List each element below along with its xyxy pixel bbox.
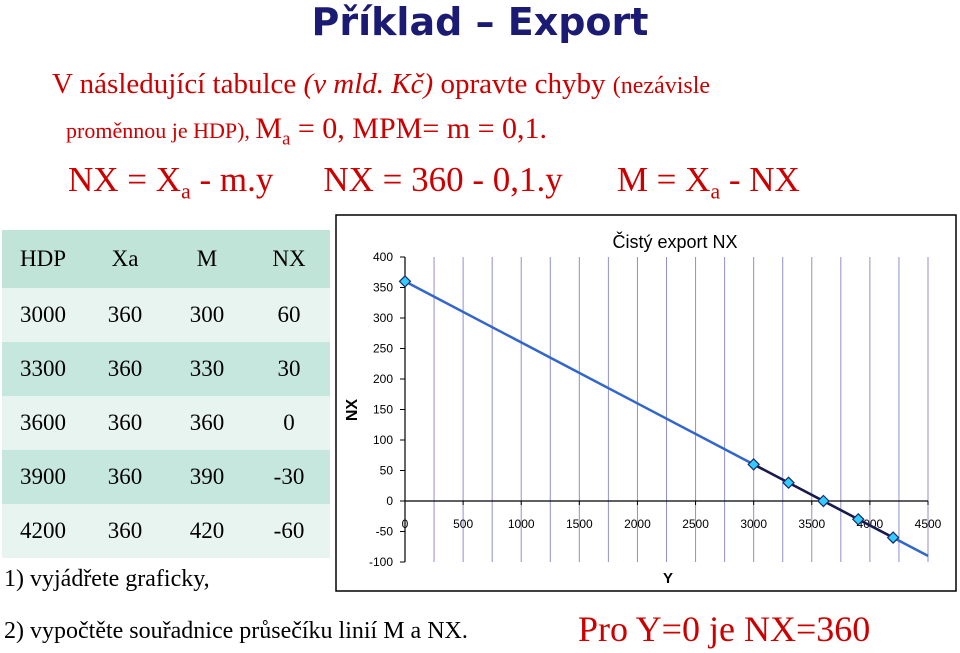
m-symbol: M: [255, 112, 283, 145]
formula-1-pre: NX = X: [68, 160, 182, 199]
y-tick-label: 300: [373, 311, 393, 325]
data-point-marker: [851, 512, 865, 526]
y-tick-label: 400: [373, 250, 393, 264]
x-tick-label: 1500: [566, 517, 593, 531]
data-point-marker: [782, 476, 795, 490]
table-cell: 4200: [2, 504, 84, 558]
formula-3-pre: M = X: [616, 160, 711, 199]
y-tick-label: 350: [373, 281, 393, 295]
table-cell: -60: [248, 504, 330, 558]
table-cell: 360: [84, 396, 166, 450]
x-tick-label: 3500: [798, 517, 825, 531]
formula-3-sub: a: [710, 179, 721, 204]
x-tick-label: 1000: [508, 517, 535, 531]
table-row: 3000 360 300 60: [2, 288, 330, 342]
table-row: 3900 360 390 -30: [2, 450, 330, 504]
table-cell: 330: [166, 342, 248, 396]
table-header-cell: NX: [248, 230, 330, 288]
y-tick-label: -100: [369, 555, 393, 569]
table-cell: 3300: [2, 342, 84, 396]
formula-1-post: - m.y: [190, 160, 274, 199]
y-axis-title: NX: [344, 399, 361, 422]
formula-3-post: - NX: [720, 160, 800, 199]
table-cell: 3600: [2, 396, 84, 450]
x-axis-title: Y: [663, 570, 673, 587]
table-cell: 360: [84, 504, 166, 558]
chart-title: Čistý export NX: [612, 231, 737, 252]
intro-line2-rest: = 0, MPM= m = 0,1.: [290, 112, 548, 145]
intro-text-1: V následující tabulce: [52, 68, 304, 100]
y-tick-label: 0: [386, 494, 393, 508]
table-cell: 0: [248, 396, 330, 450]
intro-line-2: proměnnou je HDP), Ma = 0, MPM= m = 0,1.: [66, 112, 548, 148]
chart-grid: [433, 257, 929, 562]
y-tick-label: -50: [376, 525, 394, 539]
intro-line2-text: proměnnou je HDP),: [66, 118, 256, 143]
y-tick-label: 250: [373, 342, 393, 356]
x-tick-label: 500: [453, 517, 473, 531]
table-cell: 360: [166, 396, 248, 450]
table-cell: 390: [166, 450, 248, 504]
formula-line: NX = Xa - m.y NX = 360 - 0,1.y M = Xa - NX: [68, 160, 800, 202]
x-tick-label: 3000: [740, 517, 767, 531]
table-cell: 360: [84, 450, 166, 504]
intro-text-3: opravte chyby: [433, 68, 613, 100]
intro-text-4: (nezávisle: [612, 73, 711, 99]
data-point-marker: [398, 275, 412, 288]
x-tick-label: 2500: [682, 517, 709, 531]
x-tick-label: 2000: [624, 517, 651, 531]
intro-units: (v mld. Kč): [303, 68, 434, 100]
chart-frame: [335, 214, 957, 592]
table-cell: 360: [84, 342, 166, 396]
table-cell: 30: [248, 342, 330, 396]
task-1: 1) vyjádřete graficky,: [4, 566, 210, 592]
task-2: 2) vypočtěte souřadnice průsečíku linií …: [4, 618, 468, 644]
table-header-cell: M: [166, 230, 248, 288]
y-tick-label: 200: [373, 372, 393, 386]
data-point-marker: [886, 531, 900, 544]
data-point-marker: [747, 458, 761, 471]
page-title: Příklad – Export: [311, 0, 649, 44]
table-cell: -30: [248, 450, 330, 504]
table-row: 4200 360 420 -60: [2, 504, 330, 558]
table-cell: 3000: [2, 288, 84, 342]
data-point-marker: [817, 494, 830, 508]
y-tick-label: 50: [380, 464, 394, 478]
table-cell: 60: [248, 288, 330, 342]
table-cell: 420: [166, 504, 248, 558]
table-row: 3300 360 330 30: [2, 342, 330, 396]
table-header-cell: HDP: [2, 230, 84, 288]
data-table: HDP Xa M NX 3000 360 300 60 3300 360 330…: [2, 230, 330, 558]
table-header-cell: Xa: [84, 230, 166, 288]
table-cell: 360: [84, 288, 166, 342]
y-tick-label: 150: [373, 403, 393, 417]
intro-line-1: V následující tabulce (v mld. Kč) opravt…: [52, 68, 710, 101]
x-tick-label: 0: [402, 517, 409, 531]
table-row: 3600 360 360 0: [2, 396, 330, 450]
formula-2: NX = 360 - 0,1.y: [323, 160, 563, 199]
y-tick-label: 100: [373, 433, 393, 447]
table-header-row: HDP Xa M NX: [2, 230, 330, 288]
x-tick-label: 4500: [915, 517, 942, 531]
table-cell: 3900: [2, 450, 84, 504]
conclusion: Pro Y=0 je NX=360: [578, 609, 871, 649]
table-cell: 300: [166, 288, 248, 342]
formula-1-sub: a: [181, 179, 191, 204]
m-subscript: a: [282, 128, 291, 150]
